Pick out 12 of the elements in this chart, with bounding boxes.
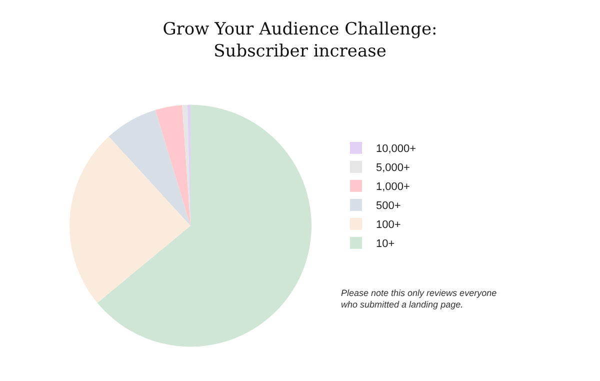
legend-label: 500+: [376, 200, 401, 212]
pie-slice: [155, 105, 190, 226]
legend-label: 10,000+: [376, 143, 416, 156]
pie-slice: [97, 104, 312, 347]
legend-label: 1,000+: [376, 181, 410, 194]
legend-label: 10+: [376, 238, 395, 250]
legend-label: 5,000+: [376, 162, 410, 174]
text: Please note this only reviews everyone who submitted a landing page.: [341, 288, 497, 310]
pie-slice: [70, 136, 190, 303]
legend-label: 100+: [376, 219, 401, 232]
pie-slice: [108, 110, 190, 226]
chart-title: Grow Your Audience Challenge: Subscriber increase: [162, 19, 438, 62]
